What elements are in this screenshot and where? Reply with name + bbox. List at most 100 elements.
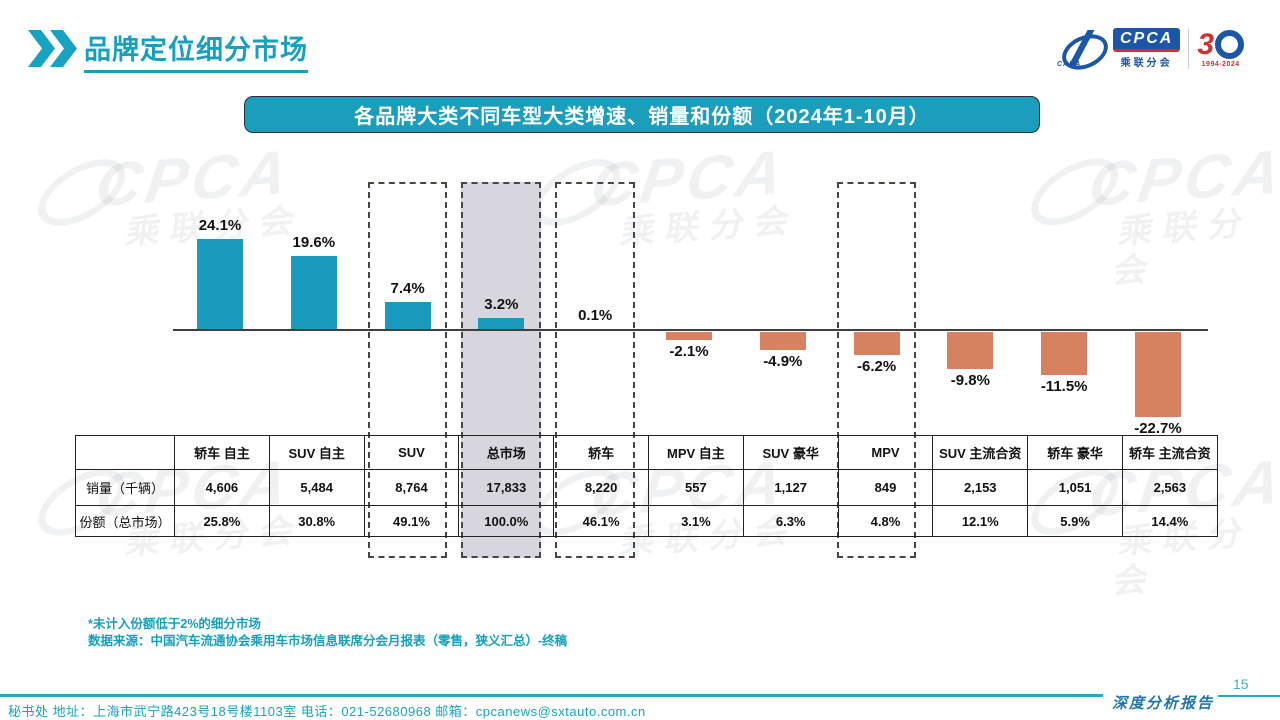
- chart-column-轿车 自主: 24.1%: [173, 170, 267, 430]
- footnotes: *未计入份额低于2%的细分市场 数据来源：中国汽车流通协会乘用车市场信息联席分会…: [88, 616, 567, 650]
- highlight-box-SUV: [367, 182, 448, 558]
- anniversary-years: 1994-2024: [1201, 60, 1240, 68]
- table-cell: 8,220: [553, 469, 649, 506]
- table-cell: 849: [837, 469, 934, 506]
- footnote-share-threshold: *未计入份额低于2%的细分市场: [88, 617, 261, 631]
- table-header-cell: 轿车 自主: [174, 435, 270, 470]
- table-cell: 3.1%: [647, 505, 744, 537]
- table-row-label: 份额（总市场）: [75, 505, 175, 537]
- chart-bar: [853, 332, 900, 356]
- table-cell: 1,051: [1027, 469, 1123, 506]
- chart-column-总市场: 3.2%: [454, 170, 548, 430]
- table-header-cell: MPV: [837, 435, 934, 470]
- chart-bar: [384, 302, 431, 330]
- chart-bar: [1134, 332, 1181, 418]
- bar-value-label: -9.8%: [950, 371, 990, 389]
- table-cell: 17,833: [458, 469, 555, 506]
- table-cell: 2,153: [932, 469, 1029, 506]
- bar-value-label: -22.7%: [1134, 420, 1182, 438]
- footer-divider-line-right: [1203, 695, 1280, 697]
- table-cell: 100.0%: [458, 505, 555, 537]
- bar-value-label: 7.4%: [390, 280, 425, 298]
- chevron-icon: [28, 30, 55, 67]
- zero-axis-line: [173, 329, 1208, 331]
- table-cell: 6.3%: [742, 505, 839, 537]
- footer-divider-line: [0, 694, 1103, 697]
- chart-bar: [197, 239, 243, 330]
- chart-column-轿车 豪华: -11.5%: [1017, 170, 1111, 430]
- table-cell: 14.4%: [1121, 505, 1218, 537]
- bar-value-label: 3.2%: [484, 295, 519, 313]
- cpca-subtitle: 乘联分会: [1120, 58, 1173, 69]
- cpca-wordmark: CPCA 乘联分会: [1112, 28, 1181, 69]
- table-header-cell: 轿车 主流合资: [1121, 435, 1218, 470]
- table-cell: 5.9%: [1027, 505, 1123, 537]
- table-row: 份额（总市场） 25.8% 30.8% 49.1% 100.0% 46.1% 3.1% 6.3…: [75, 505, 1218, 537]
- table-header-cell: SUV 主流合资: [932, 435, 1029, 470]
- page-title: 品牌定位细分市场: [84, 28, 308, 73]
- table-cell: 557: [647, 469, 744, 506]
- table-header-cell: SUV 豪华: [742, 435, 839, 470]
- chart-bar: [759, 332, 806, 351]
- anniversary-30-logo: 3 1994-2024: [1197, 27, 1244, 68]
- cpca-logo: CADA CPCA 乘联分会 3 1994-2024: [1056, 27, 1244, 76]
- table-cell: 4,606: [174, 469, 270, 506]
- chart-bar: [478, 317, 525, 330]
- table-cell: 46.1%: [553, 505, 649, 537]
- table-cell: 4.8%: [837, 505, 934, 537]
- bar-value-label: 0.1%: [578, 306, 613, 324]
- bar-value-label: 24.1%: [198, 217, 242, 235]
- table-cell: 8,764: [363, 469, 460, 506]
- table-header-cell: MPV 自主: [647, 435, 744, 470]
- table-cell: 25.8%: [174, 505, 270, 537]
- highlight-box-轿车: [555, 182, 635, 558]
- cpca-swoosh-icon: CADA: [1056, 27, 1114, 76]
- table-cell: 12.1%: [932, 505, 1029, 537]
- chart-column-轿车: 0.1%: [548, 170, 642, 430]
- chart-column-SUV 主流合资: -9.8%: [923, 170, 1017, 430]
- chart-bar: [290, 256, 337, 330]
- cada-label: CADA: [1056, 60, 1082, 68]
- table-cell: 49.1%: [363, 505, 460, 537]
- chart-bar: [1041, 332, 1088, 376]
- table-cell: 2,563: [1121, 469, 1218, 506]
- table-header-cell: SUV: [363, 435, 460, 470]
- footer-contact: 秘书处 地址：上海市武宁路423号18号楼1103室 电话：021-526809…: [8, 704, 646, 719]
- footnote-data-source: 数据来源：中国汽车流通协会乘用车市场信息联席分会月报表（零售，狭义汇总）-终稿: [88, 634, 568, 648]
- table-cell: 30.8%: [268, 505, 365, 537]
- bar-value-label: -6.2%: [856, 358, 897, 376]
- chart-bar: [665, 332, 712, 340]
- table-header-cell: 总市场: [458, 435, 555, 470]
- logo-divider: [1188, 28, 1190, 69]
- double-chevron-icon: [28, 30, 77, 67]
- swoosh-icon: [29, 145, 134, 240]
- table-cell: 5,484: [268, 469, 365, 506]
- highlight-box-MPV: [836, 182, 917, 558]
- table-header-cell: 轿车 豪华: [1027, 435, 1123, 470]
- bar-value-label: -11.5%: [1040, 378, 1088, 396]
- report-series-label: 深度分析报告: [1108, 692, 1219, 713]
- table-row: 销量（千辆） 4,606 5,484 8,764 17,833 8,220 557 1,127…: [75, 469, 1218, 506]
- bar-value-label: -2.1%: [669, 342, 709, 360]
- table-cell: 1,127: [742, 469, 839, 506]
- chart-column-MPV 自主: -2.1%: [642, 170, 736, 430]
- table-corner-cell: [75, 435, 175, 470]
- chart-title-banner: 各品牌大类不同车型大类增速、销量和份额（2024年1-10月）: [244, 96, 1040, 133]
- segment-data-table: 轿车 自主 SUV 自主 SUV 总市场 轿车 MPV 自主 SUV 豪华 MPV SUV 主流…: [75, 435, 1218, 537]
- chart-column-MPV: -6.2%: [830, 170, 924, 430]
- table-row-label: 销量（千辆）: [75, 469, 175, 506]
- chart-bar: [947, 332, 994, 369]
- page-number: 15: [1233, 676, 1249, 692]
- bar-value-label: 19.6%: [292, 234, 336, 252]
- chart-column-SUV 豪华: -4.9%: [736, 170, 830, 430]
- growth-bar-chart: 24.1% 19.6% 7.4% 3.2% 0.1% -2.1% -4.9% -6.2% -9.…: [173, 170, 1208, 437]
- thirty-0-ring-icon: [1215, 30, 1244, 59]
- bar-value-label: -4.9%: [763, 353, 803, 371]
- chart-column-轿车 主流合资: -22.7%: [1111, 170, 1205, 437]
- thirty-3: 3: [1197, 27, 1214, 61]
- chart-column-SUV: 7.4%: [361, 170, 455, 430]
- table-header-cell: SUV 自主: [268, 435, 365, 470]
- cpca-text: CPCA: [1112, 28, 1181, 52]
- chart-column-SUV 自主: 19.6%: [267, 170, 361, 430]
